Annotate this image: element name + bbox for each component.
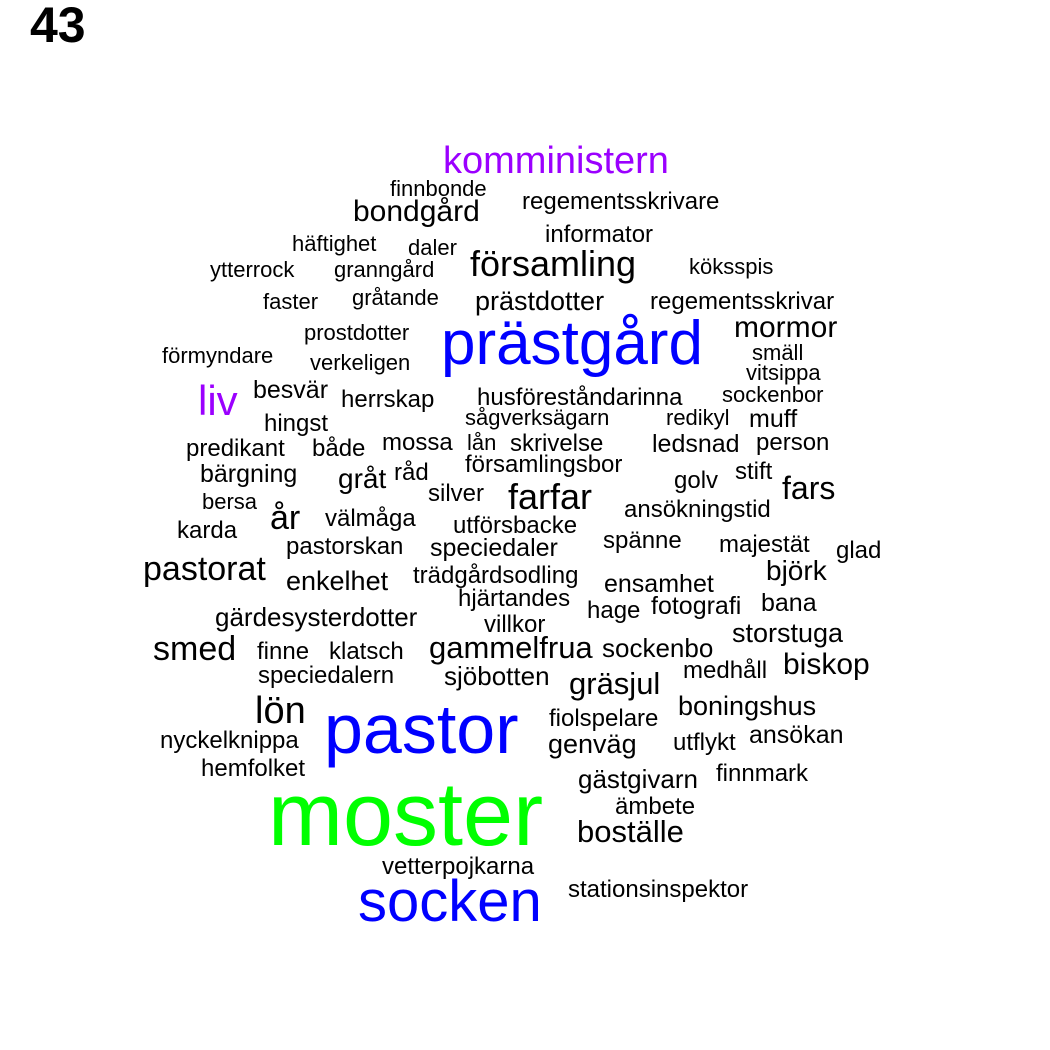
word-person: person [756, 429, 830, 456]
word-fotografi: fotografi [651, 592, 742, 620]
word-utflykt: utflykt [673, 729, 736, 756]
word-stationsinspektor: stationsinspektor [568, 876, 749, 903]
word-small: smäll [752, 340, 804, 365]
word-gratande: gråtande [352, 285, 439, 310]
word-vetterpojkarna: vetterpojkarna [382, 853, 535, 880]
word-silver: silver [428, 480, 485, 507]
word-fars: fars [782, 470, 836, 506]
word-ambete: ämbete [615, 793, 696, 820]
word-bostalle: boställe [577, 814, 684, 849]
word-ensamhet: ensamhet [604, 570, 714, 598]
word-granngard: granngård [334, 257, 435, 282]
word-lan: lån [467, 430, 497, 455]
word-redikyl: redikyl [666, 405, 730, 430]
word-sjobotten: sjöbotten [444, 661, 550, 691]
word-verkeligen: verkeligen [310, 350, 411, 375]
word-moster: moster [268, 765, 544, 865]
word-prastdotter: prästdotter [475, 286, 605, 316]
word-farfar: farfar [508, 476, 593, 517]
word-finne: finne [257, 638, 310, 665]
page-number: 43 [30, 0, 86, 53]
word-stift: stift [735, 458, 773, 485]
word-prostdotter: prostdotter [304, 320, 410, 345]
word-liv: liv [198, 377, 238, 424]
word-majestat: majestät [719, 531, 810, 558]
word-sagverksagarn: sågverksägarn [465, 405, 610, 430]
word-faster: faster [263, 289, 319, 314]
word-glad: glad [836, 537, 882, 564]
word-gastgivarn: gästgivarn [578, 764, 698, 794]
word-biskop: biskop [783, 648, 870, 681]
word-daler: daler [408, 235, 457, 260]
word-sockenbor: sockenbor [722, 382, 824, 407]
word-lon: lön [255, 690, 306, 732]
word-klatsch: klatsch [329, 638, 404, 665]
word-spanne: spänne [603, 527, 682, 554]
word-ansokningstid: ansökningstid [624, 496, 771, 523]
word-medhall: medhåll [683, 657, 768, 684]
word-boningshus: boningshus [678, 691, 817, 721]
word-storstuga: storstuga [732, 618, 844, 648]
word-pastor: pastor [324, 690, 519, 768]
word-utforsbacke: utförsbacke [453, 512, 578, 539]
word-grat: gråt [338, 463, 387, 494]
word-besvar: besvär [253, 376, 329, 404]
word-bondgard: bondgård [353, 195, 480, 228]
word-bana: bana [761, 589, 817, 617]
word-pastorskan: pastorskan [286, 533, 404, 560]
word-grasjul: gräsjul [569, 666, 661, 701]
word-villkor: villkor [484, 611, 546, 638]
word-muff: muff [749, 405, 798, 433]
word-pastorat: pastorat [143, 550, 266, 588]
word-hjartandes: hjärtandes [458, 585, 571, 612]
word-smed: smed [153, 630, 237, 668]
word-koksspis: köksspis [689, 254, 774, 279]
word-nyckelknippa: nyckelknippa [160, 727, 299, 754]
word-kommministern: komministern [443, 140, 669, 182]
word-ar: år [270, 499, 301, 537]
word-karda: karda [177, 517, 238, 544]
word-forsamling: församling [470, 243, 637, 284]
word-vitsippa: vitsippa [746, 360, 821, 385]
word-hemfolket: hemfolket [201, 755, 306, 782]
word-haftighet: häftighet [292, 231, 377, 256]
word-mossa: mossa [382, 429, 453, 456]
word-skrivelse: skrivelse [510, 430, 604, 457]
word-ytterrock: ytterrock [210, 257, 295, 282]
word-prastgard: prästgård [441, 309, 703, 378]
word-golv: golv [674, 467, 719, 494]
word-speciedaler: speciedaler [430, 534, 558, 562]
word-valmaga: välmåga [325, 505, 416, 532]
word-regementsskrivar: regementsskrivar [650, 288, 835, 315]
word-finnmark: finnmark [716, 760, 809, 787]
word-formyndare: förmyndare [162, 343, 274, 368]
word-bersa: bersa [202, 489, 258, 514]
word-ledsnad: ledsnad [652, 430, 740, 458]
word-hage: hage [587, 597, 641, 624]
word-rad: råd [394, 459, 429, 486]
word-husforestandarinna: husföreståndarinna [477, 384, 683, 411]
word-bjork: björk [766, 555, 827, 586]
word-forsamlingsbor: församlingsbor [465, 451, 623, 478]
word-tradgardsodling: trädgårdsodling [413, 562, 579, 589]
word-finnbonde: finnbonde [390, 176, 487, 201]
word-fiolspelare: fiolspelare [549, 705, 659, 732]
word-gammelfrua: gammelfrua [429, 630, 593, 665]
word-informator: informator [545, 221, 654, 248]
word-enkelhet: enkelhet [286, 566, 389, 596]
word-ansokan: ansökan [749, 721, 844, 749]
word-bade: både [312, 435, 366, 462]
word-socken: socken [358, 869, 542, 934]
word-predikant: predikant [186, 435, 285, 462]
word-gardesysterdotter: gärdesysterdotter [215, 602, 418, 632]
word-genvag: genväg [548, 729, 637, 759]
word-bargning: bärgning [200, 460, 298, 488]
word-herrskap: herrskap [341, 386, 435, 413]
word-regementsskrivare: regementsskrivare [522, 188, 720, 215]
word-mormor: mormor [734, 311, 838, 344]
word-speciedalern: speciedalern [258, 662, 395, 689]
word-sockenbo: sockenbo [602, 633, 714, 663]
word-hingst: hingst [264, 410, 329, 437]
